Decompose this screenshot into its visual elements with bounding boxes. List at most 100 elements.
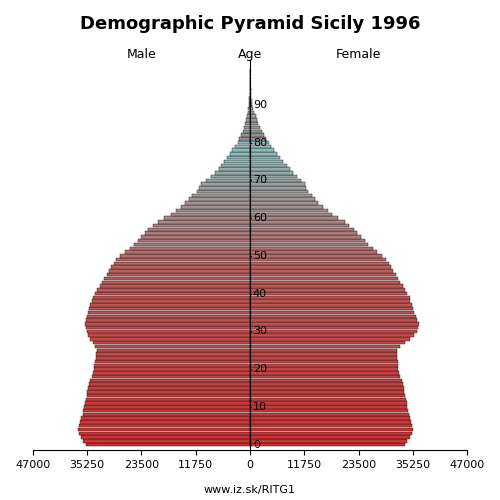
Bar [250,405,407,408]
Bar [250,114,256,118]
Bar [95,360,250,364]
Bar [250,280,400,284]
Bar [250,311,414,314]
Bar [84,409,250,412]
Bar [250,239,364,242]
Bar [250,402,407,405]
Bar [250,137,266,140]
Bar [96,356,250,360]
Bar [206,178,250,182]
Bar [90,303,250,306]
Bar [78,428,250,432]
Text: 70: 70 [253,176,267,186]
Bar [250,352,396,356]
Bar [250,190,308,194]
Bar [86,314,250,318]
Bar [250,394,406,398]
Text: 40: 40 [253,288,267,298]
Text: Male: Male [126,48,156,62]
Bar [185,202,250,204]
Bar [90,378,250,382]
Bar [92,375,250,378]
Bar [86,443,250,446]
Bar [222,164,250,167]
Bar [250,318,418,322]
Bar [250,216,338,220]
Bar [100,284,250,288]
Bar [250,386,404,390]
Bar [216,171,250,174]
Bar [250,118,257,122]
Bar [250,100,252,103]
Bar [197,190,250,194]
Bar [250,378,402,382]
Bar [250,103,252,106]
Bar [250,186,306,190]
Bar [250,209,328,212]
Bar [250,262,389,265]
Bar [241,134,250,137]
Bar [92,300,250,303]
Bar [81,416,250,420]
Bar [250,364,398,367]
Bar [84,405,250,408]
Bar [250,300,410,303]
Bar [232,148,250,152]
Bar [250,141,268,144]
Bar [88,386,250,390]
Bar [199,186,250,190]
Bar [104,277,250,280]
Bar [250,303,412,306]
Bar [250,254,382,258]
Bar [138,239,250,242]
Bar [250,277,398,280]
Bar [250,110,254,114]
Bar [250,420,411,424]
Bar [98,288,250,292]
Bar [250,284,402,288]
Bar [92,371,250,374]
Bar [250,243,368,246]
Bar [86,322,250,326]
Text: 10: 10 [253,402,267,412]
Bar [153,224,250,228]
Bar [111,266,250,269]
Bar [250,314,416,318]
Bar [250,194,312,197]
Bar [249,103,250,106]
Bar [86,326,250,330]
Bar [250,409,408,412]
Bar [142,235,250,238]
Bar [250,164,286,167]
Bar [250,202,318,204]
Bar [92,296,250,299]
Bar [250,439,407,442]
Bar [243,130,250,133]
Bar [102,280,250,284]
Bar [176,209,250,212]
Bar [250,160,284,163]
Text: www.iz.sk/RITG1: www.iz.sk/RITG1 [204,485,296,495]
Bar [134,243,250,246]
Bar [238,141,250,144]
Bar [250,296,410,299]
Text: 90: 90 [253,100,267,110]
Bar [250,232,358,235]
Bar [87,390,250,394]
Bar [250,92,251,96]
Bar [250,134,264,137]
Bar [250,205,323,208]
Bar [250,292,407,296]
Bar [95,344,250,348]
Bar [172,212,250,216]
Bar [250,130,262,133]
Bar [86,318,250,322]
Text: 30: 30 [253,326,267,336]
Bar [224,160,250,163]
Bar [120,254,250,258]
Text: 50: 50 [253,251,267,261]
Bar [192,194,250,197]
Bar [250,152,277,156]
Bar [249,100,250,103]
Bar [250,424,412,428]
